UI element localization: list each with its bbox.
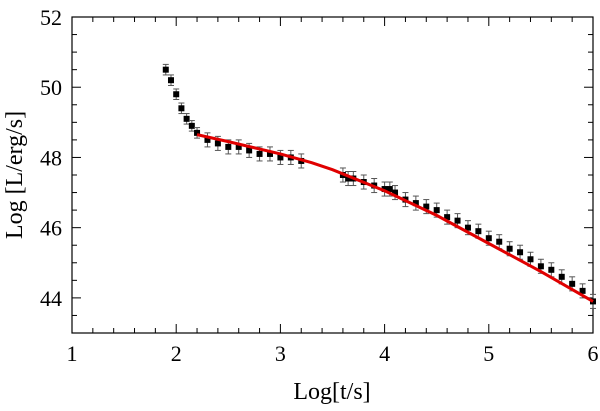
y-tick-label: 50 [40,75,62,100]
y-tick-label: 44 [40,286,62,311]
data-point [173,88,180,101]
y-tick-labels: 44 46 48 50 52 [40,5,62,311]
x-tick-label: 3 [275,341,286,366]
x-tick-label: 2 [171,341,182,366]
data-point [194,127,201,139]
y-axis-title: Log [L/erg/s] [2,111,28,239]
data-point [183,113,190,125]
y-tick-label: 48 [40,145,62,170]
plot-frame [71,16,594,334]
y-tick-label: 46 [40,216,62,241]
x-tick-label: 5 [483,341,494,366]
data-point [162,63,169,76]
data-point [412,195,419,211]
x-tick-label: 1 [67,341,78,366]
data-point [345,170,352,187]
data-point [204,132,211,148]
data-point [381,181,388,197]
x-tick-label: 4 [379,341,390,366]
data-points [162,63,596,309]
data-point [188,120,195,132]
data-point [266,146,273,162]
x-tick-labels: 1 2 3 4 5 6 [67,341,599,366]
x-tick-label: 6 [588,341,599,366]
x-axis-title: Log[t/s] [293,379,370,405]
data-point [178,102,185,115]
data-point [235,139,242,155]
fit-line [196,133,594,303]
data-point [167,74,174,86]
tick-marks [71,16,594,334]
data-point [517,244,524,260]
y-tick-label: 52 [40,5,62,30]
